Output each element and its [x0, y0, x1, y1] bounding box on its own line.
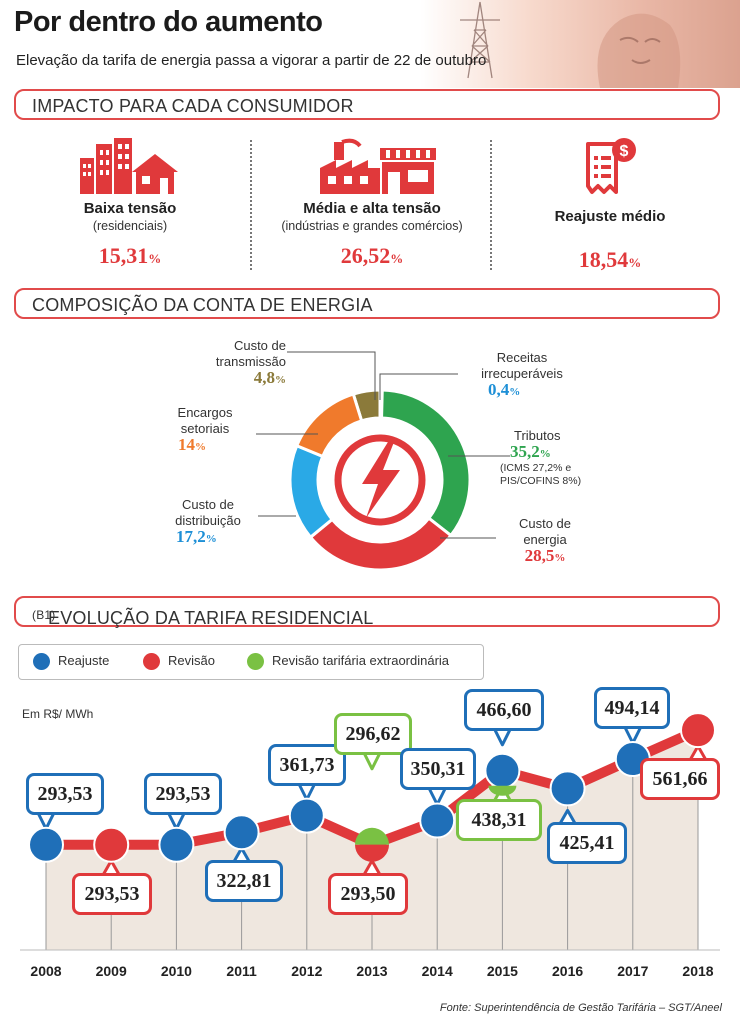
impact-value: 18,54%	[578, 247, 642, 272]
callout-2008-reajuste: 293,53	[26, 772, 104, 815]
section-impact-header: IMPACTO PARA CADA CONSUMIDOR	[14, 89, 720, 120]
divider	[490, 140, 492, 270]
callout-2018-revisao: 561,66	[640, 758, 720, 801]
x-tick-label: 2017	[617, 963, 649, 979]
banknote-effigy-image	[597, 13, 681, 88]
composition-donut-chart	[288, 388, 472, 572]
legend-reajuste: Reajuste	[33, 653, 109, 671]
callout-pointer	[166, 811, 186, 831]
callout-pointer	[362, 751, 382, 771]
point-marker-revisao	[93, 826, 130, 863]
label-sector-charges: Encargos setoriais 14%	[177, 405, 233, 454]
impact-sub: (indústrias e grandes comércios)	[281, 219, 463, 233]
label-unrecoverable: Receitas irrecuperáveis 0,4%	[481, 350, 563, 399]
callout-2014-reajuste: 350,31	[400, 748, 476, 791]
x-tick-label: 2009	[95, 963, 127, 979]
impact-average: Reajuste médio 18,54%	[520, 208, 700, 273]
page-title: Por dentro do aumento	[14, 6, 323, 38]
section-composition-header: COMPOSIÇÃO DA CONTA DE ENERGIA	[14, 288, 720, 319]
section-evolution-header: EVOLUÇÃO DA TARIFA RESIDENCIAL (B1)	[14, 596, 720, 628]
point-marker-reajuste	[484, 752, 521, 789]
callout-2013-revisao: 293,50	[328, 872, 408, 915]
donut-slice-tributos	[380, 388, 472, 538]
factory-store-icon	[320, 138, 436, 194]
x-tick-label: 2016	[552, 963, 584, 979]
x-tick-label: 2012	[291, 963, 323, 979]
callout-2015-reajuste: 466,60	[464, 688, 544, 731]
point-marker-reajuste	[549, 770, 586, 807]
section-composition-title: COMPOSIÇÃO DA CONTA DE ENERGIA	[32, 295, 373, 315]
point-marker-reajuste	[158, 826, 195, 863]
callout-2016-reajuste: 425,41	[547, 822, 627, 865]
label-energy-cost: Custo de energia 28,5%	[518, 516, 572, 565]
point-marker-extra	[355, 827, 389, 845]
page-subtitle: Elevação da tarifa de energia passa a vi…	[16, 52, 487, 69]
x-tick-label: 2014	[421, 963, 453, 979]
composition-leader-lines	[256, 351, 510, 539]
legend-extraordinaria: Revisão tarifária extraordinária	[247, 653, 449, 671]
impact-label: Baixa tensão	[83, 200, 177, 217]
point-marker-reajuste	[419, 802, 456, 839]
buildings-house-icon	[80, 138, 178, 194]
impact-label: Reajuste médio	[554, 208, 666, 225]
lightning-bolt-icon	[362, 442, 400, 518]
impact-low-voltage: Baixa tensão (residenciais) 15,31%	[40, 200, 220, 269]
x-tick-label: 2008	[30, 963, 62, 979]
callout-2009-revisao: 293,53	[72, 872, 152, 915]
callout-2010-reajuste: 293,53	[144, 772, 222, 815]
point-marker-revisao	[680, 712, 716, 749]
point-marker-reajuste	[28, 826, 64, 863]
impact-value: 26,52%	[340, 243, 404, 268]
divider	[250, 140, 252, 270]
callout-2013-extra: 296,62	[334, 712, 412, 755]
x-tick-label: 2010	[160, 963, 192, 979]
legend-dot	[33, 653, 50, 671]
callout-pointer	[297, 782, 317, 802]
legend-dot	[247, 653, 264, 671]
y-unit-label: Em R$/ MWh	[22, 707, 94, 721]
point-marker-reajuste	[288, 797, 325, 834]
x-tick-label: 2018	[682, 963, 714, 979]
impact-label: Média e alta tensão	[303, 200, 441, 217]
bill-dollar-icon: $	[586, 138, 636, 194]
x-tick-label: 2015	[486, 963, 518, 979]
source-note: Fonte: Superintendência de Gestão Tarifá…	[439, 1002, 722, 1014]
callout-2011-reajuste: 322,81	[205, 860, 283, 903]
callout-2012-reajuste: 361,73	[268, 743, 346, 786]
label-transmission: Custo de transmissão 4,8%	[215, 338, 286, 387]
callout-2017-reajuste: 494,14	[594, 687, 670, 729]
section-evolution-title: EVOLUÇÃO DA TARIFA RESIDENCIAL (B1)	[32, 608, 374, 628]
impact-medium-high-voltage: Média e alta tensão (indústrias e grande…	[262, 200, 482, 269]
impact-value: 15,31%	[98, 243, 162, 268]
callout-2015-extra: 438,31	[456, 798, 542, 841]
svg-text:$: $	[620, 143, 629, 160]
donut-slice-encargos-setoriais	[294, 392, 364, 459]
label-distribution: Custo de distribuição 17,2%	[175, 497, 241, 546]
callout-pointer	[492, 727, 512, 747]
section-impact-title: IMPACTO PARA CADA CONSUMIDOR	[32, 96, 354, 116]
point-marker-extra	[488, 785, 517, 796]
callout-pointer	[36, 811, 56, 831]
transmission-tower-icon	[460, 1, 500, 79]
point-marker-reajuste	[223, 814, 260, 851]
point-marker-revisao	[355, 844, 389, 862]
callout-pointer	[427, 786, 447, 806]
x-tick-label: 2011	[226, 963, 257, 979]
x-tick-label: 2013	[356, 963, 388, 979]
callout-pointer	[623, 725, 643, 745]
legend-revisao: Revisão	[143, 653, 215, 671]
chart-legend: Reajuste Revisão Revisão tarifária extra…	[18, 644, 484, 680]
legend-dot	[143, 653, 160, 671]
label-taxes: Tributos 35,2% (ICMS 27,2% e PIS/COFINS …	[500, 428, 582, 487]
impact-sub: (residenciais)	[92, 219, 168, 233]
